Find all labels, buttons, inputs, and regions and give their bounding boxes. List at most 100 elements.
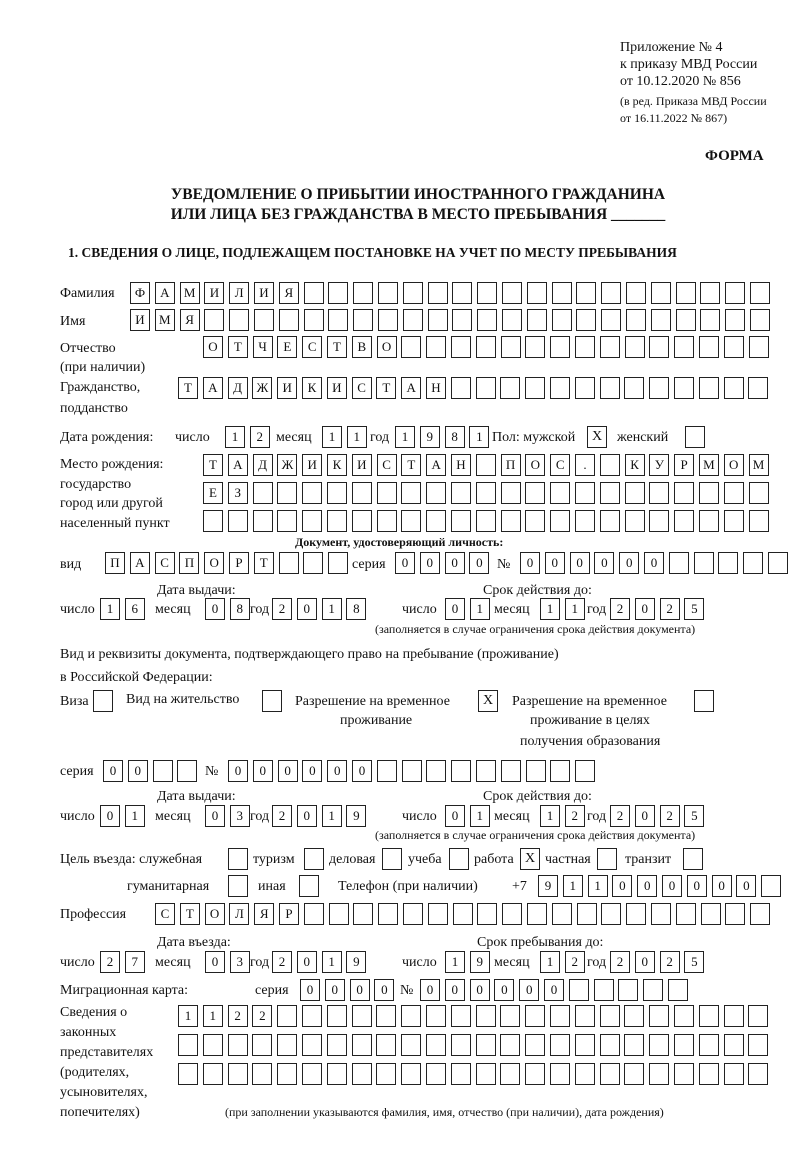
reps-field[interactable] [178, 1034, 769, 1056]
char-box[interactable]: 0 [205, 805, 225, 827]
char-box[interactable] [227, 1034, 248, 1056]
char-box[interactable] [427, 282, 448, 304]
char-box[interactable] [601, 903, 622, 925]
char-box[interactable] [574, 482, 595, 504]
char-box[interactable]: 0 [643, 552, 664, 574]
char-box[interactable]: С [351, 377, 372, 399]
char-box[interactable] [326, 1034, 347, 1056]
char-box[interactable]: Р [278, 903, 299, 925]
char-box[interactable]: 9 [346, 951, 367, 973]
char-box[interactable]: М [748, 454, 769, 476]
char-box[interactable] [723, 336, 744, 358]
char-box[interactable]: О [723, 454, 744, 476]
char-box[interactable]: 0 [469, 979, 490, 1001]
char-box[interactable] [649, 1063, 670, 1085]
char-box[interactable] [376, 482, 397, 504]
char-box[interactable] [674, 510, 695, 532]
char-box[interactable]: 2 [272, 951, 292, 973]
char-box[interactable]: К [326, 454, 347, 476]
char-box[interactable]: 1 [321, 805, 342, 827]
char-box[interactable] [675, 903, 696, 925]
char-box[interactable] [303, 282, 324, 304]
char-box[interactable] [425, 1063, 446, 1085]
char-box[interactable]: 0 [619, 552, 640, 574]
char-box[interactable] [718, 552, 739, 574]
char-box[interactable] [725, 309, 746, 331]
char-box[interactable]: 2 [227, 1005, 248, 1027]
char-box[interactable]: Е [203, 482, 223, 504]
char-box[interactable] [767, 552, 788, 574]
char-box[interactable]: Р [674, 454, 695, 476]
char-box[interactable] [649, 482, 670, 504]
char-box[interactable] [351, 510, 372, 532]
char-box[interactable] [551, 903, 572, 925]
char-box[interactable] [425, 1034, 446, 1056]
char-box[interactable]: 1 [469, 805, 490, 827]
char-box[interactable] [477, 309, 498, 331]
char-box[interactable]: К [624, 454, 645, 476]
char-box[interactable]: Ф [130, 282, 150, 304]
char-box[interactable]: 5 [684, 805, 705, 827]
char-box[interactable]: 2 [252, 1005, 273, 1027]
char-box[interactable]: Я [179, 309, 200, 331]
char-box[interactable]: И [277, 377, 298, 399]
char-box[interactable]: 5 [684, 598, 705, 620]
char-box[interactable] [599, 1034, 620, 1056]
char-box[interactable]: Т [179, 903, 200, 925]
birthplace-field[interactable] [203, 510, 769, 532]
char-box[interactable] [551, 309, 572, 331]
char-box[interactable] [303, 552, 324, 574]
char-box[interactable]: 0 [686, 875, 707, 897]
char-box[interactable]: 8 [444, 426, 465, 448]
char-box[interactable] [376, 1034, 397, 1056]
char-box[interactable]: 2 [659, 951, 680, 973]
char-box[interactable] [674, 482, 695, 504]
char-box[interactable]: 1 [564, 598, 585, 620]
char-box[interactable] [698, 510, 719, 532]
char-box[interactable]: П [500, 454, 521, 476]
char-box[interactable] [451, 760, 472, 782]
char-box[interactable]: 1 [587, 875, 608, 897]
char-box[interactable]: 0 [543, 979, 564, 1001]
char-box[interactable] [673, 1005, 694, 1027]
char-box[interactable] [761, 875, 782, 897]
char-box[interactable]: 2 [272, 805, 292, 827]
char-box[interactable] [426, 510, 447, 532]
char-box[interactable]: 2 [272, 598, 292, 620]
char-box[interactable] [475, 760, 496, 782]
char-box[interactable] [624, 336, 645, 358]
char-box[interactable]: 2 [100, 951, 120, 973]
char-box[interactable]: 2 [564, 805, 585, 827]
char-box[interactable] [626, 903, 647, 925]
char-box[interactable] [376, 510, 397, 532]
char-box[interactable]: 1 [469, 598, 490, 620]
char-box[interactable] [574, 510, 595, 532]
char-box[interactable] [450, 1034, 471, 1056]
char-box[interactable] [643, 979, 664, 1001]
char-box[interactable] [502, 903, 523, 925]
char-box[interactable]: 0 [302, 760, 323, 782]
trp-checkbox[interactable]: X [478, 690, 498, 712]
purpose-tourism-checkbox[interactable] [304, 848, 324, 870]
char-box[interactable] [750, 903, 771, 925]
char-box[interactable] [351, 1063, 372, 1085]
char-box[interactable] [328, 903, 349, 925]
char-box[interactable] [576, 309, 597, 331]
char-box[interactable]: Т [227, 336, 248, 358]
char-box[interactable]: 1 [562, 875, 583, 897]
char-box[interactable] [525, 336, 546, 358]
char-box[interactable] [725, 282, 746, 304]
char-box[interactable] [748, 1005, 769, 1027]
char-box[interactable]: 0 [395, 552, 415, 574]
char-box[interactable] [698, 1063, 719, 1085]
char-box[interactable] [401, 1005, 422, 1027]
char-box[interactable] [698, 336, 719, 358]
char-box[interactable]: А [227, 454, 248, 476]
